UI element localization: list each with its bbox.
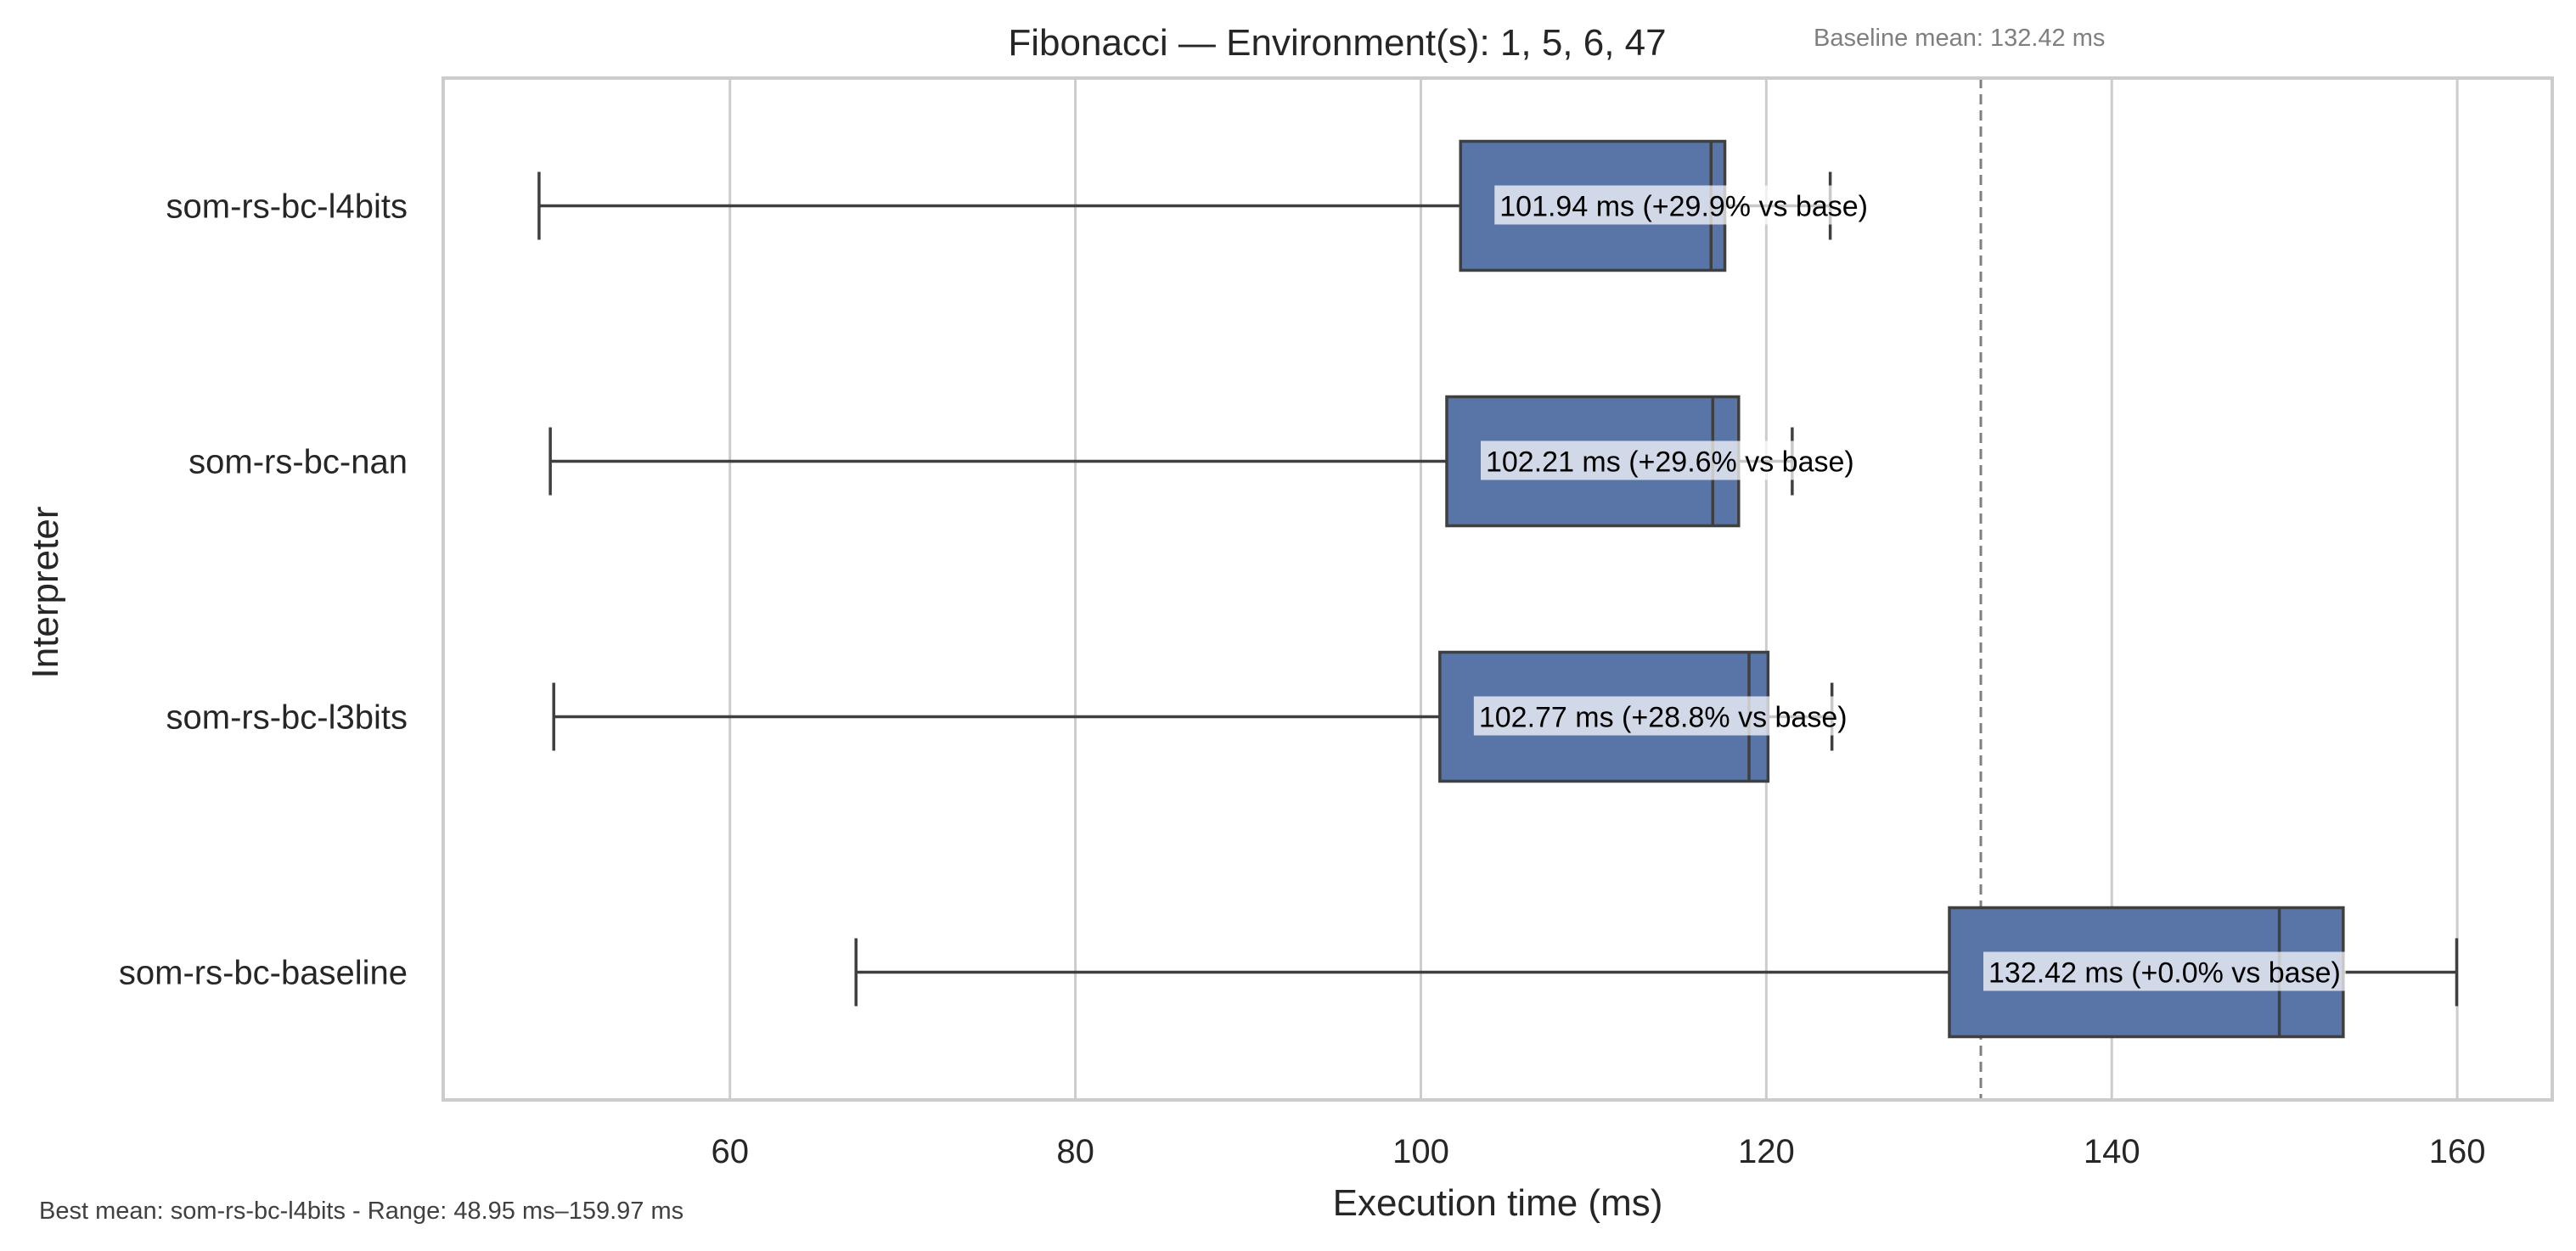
x-tick-label: 160: [2429, 1133, 2486, 1170]
y-tick-label: som-rs-bc-nan: [188, 444, 408, 481]
x-tick-label: 100: [1392, 1133, 1449, 1170]
plot-frame: [442, 76, 2554, 1102]
annotation-background: [1983, 951, 2346, 991]
y-tick-label: som-rs-bc-l4bits: [166, 188, 408, 226]
annotations: 101.94 ms (+29.9% vs base) 102.21 ms (+29…: [1473, 185, 2346, 991]
annotation-background: [1494, 185, 1873, 225]
annotation-label: 102.77 ms (+28.8% vs base): [1479, 702, 1848, 734]
annotation-label: 101.94 ms (+29.9% vs base): [1499, 191, 1868, 223]
baseline-label: Baseline mean: 132.42 ms: [1814, 25, 2105, 52]
annotation-label: 102.21 ms (+29.6% vs base): [1486, 446, 1854, 479]
y-tick-label: som-rs-bc-l3bits: [166, 699, 408, 737]
x-axis-label: Execution time (ms): [1333, 1182, 1663, 1224]
x-tick-labels: 60 80 100 120 140 160: [711, 1133, 2485, 1170]
chart-title: Fibonacci — Environment(s): 1, 5, 6, 47: [1008, 22, 1666, 64]
x-tick-label: 60: [711, 1133, 749, 1170]
annotation-background: [1480, 440, 1859, 480]
annotation-label: 132.42 ms (+0.0% vs base): [1988, 957, 2341, 990]
y-tick-label: som-rs-bc-baseline: [119, 955, 408, 992]
x-tick-label: 140: [2084, 1133, 2140, 1170]
x-tick-label: 120: [1738, 1133, 1795, 1170]
y-axis-label: Interpreter: [25, 507, 66, 679]
x-tick-label: 80: [1056, 1133, 1094, 1170]
y-tick-labels: som-rs-bc-l4bits som-rs-bc-nan som-rs-bc-l…: [119, 188, 408, 992]
annotation-background: [1473, 696, 1853, 736]
grid-lines: [728, 78, 2459, 1100]
footer-note: Best mean: som-rs-bc-l4bits - Range: 48.…: [39, 1198, 683, 1225]
